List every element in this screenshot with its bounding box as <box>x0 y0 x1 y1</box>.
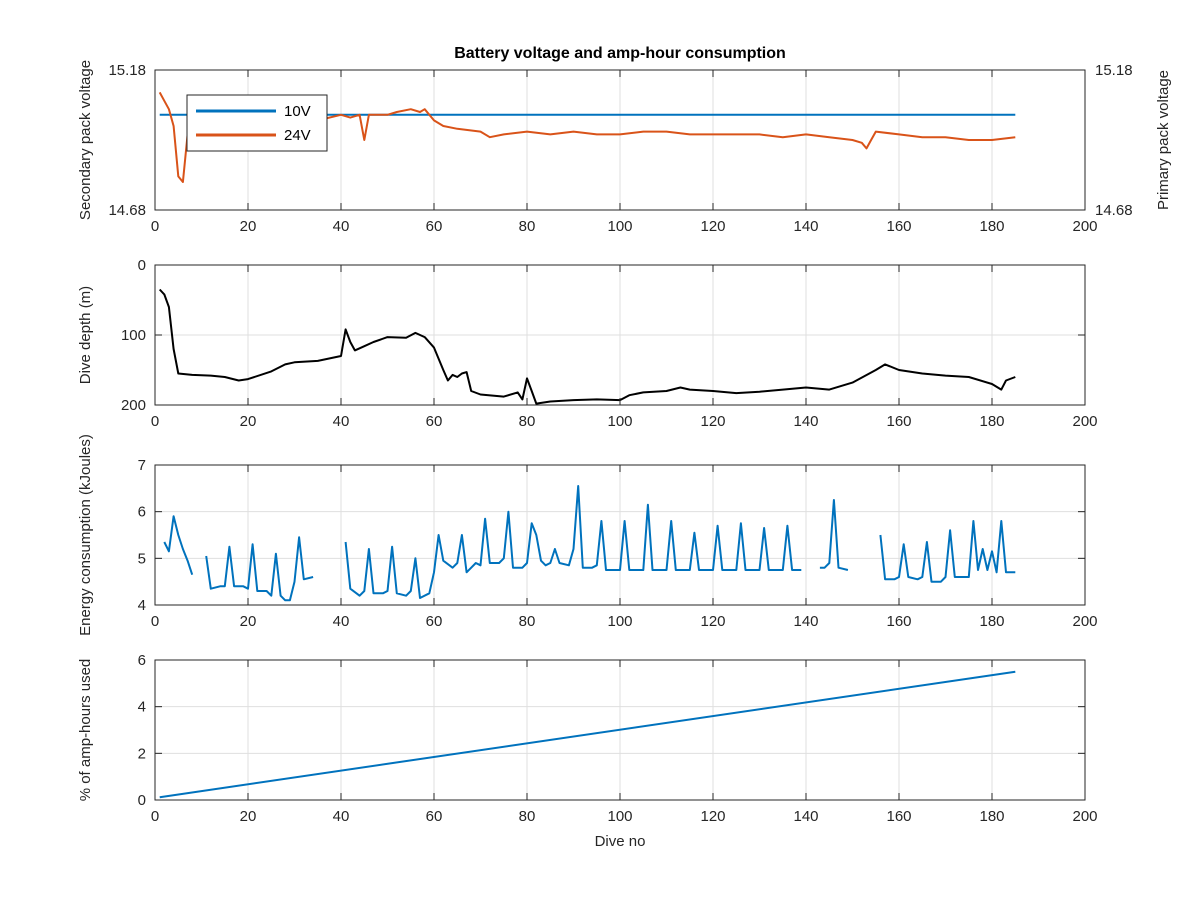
panel-1: 0 20 40 60 80 100 120 140 160 180 20014.6815.1814.… <box>77 45 1172 235</box>
x-tick-label: 180 <box>979 613 1004 630</box>
x-tick-label: 200 <box>1072 413 1097 430</box>
x-tick-label: 200 <box>1072 613 1097 630</box>
x-tick-label: 20 <box>240 808 257 825</box>
x-tick-label: 120 <box>700 808 725 825</box>
y-right-tick-label: 15.18 <box>1095 62 1133 79</box>
x-tick-label: 100 <box>607 218 632 235</box>
x-tick-label: 160 <box>886 613 911 630</box>
panel-2: 0 20 40 60 80 100 120 140 160 180 200 0 100 200 Dive d… <box>77 257 1098 430</box>
x-tick-label: 80 <box>519 808 536 825</box>
x-tick-label: 20 <box>240 218 257 235</box>
y-tick-label: 14.68 <box>108 202 146 219</box>
x-tick-label: 120 <box>700 413 725 430</box>
x-tick-label: 140 <box>793 413 818 430</box>
y-tick-label: 100 <box>121 327 146 344</box>
x-tick-label: 60 <box>426 413 443 430</box>
chart-title: Battery voltage and amp-hour consumption <box>454 45 786 62</box>
y-tick-label: 5 <box>138 550 146 567</box>
x-tick-label: 0 <box>151 613 159 630</box>
x-tick-label: 40 <box>333 218 350 235</box>
series-line-series-1-seg-1 <box>163 515 194 576</box>
x-tick-label: 80 <box>519 613 536 630</box>
x-tick-label: 120 <box>700 218 725 235</box>
x-tick-label: 140 <box>793 808 818 825</box>
y-axis-label: % of amp-hours used <box>77 659 94 802</box>
y-tick-label: 200 <box>121 397 146 414</box>
y-axis-label: Energy consumption (kJoules) <box>77 434 94 636</box>
x-tick-label: 200 <box>1072 808 1097 825</box>
y-tick-label: 2 <box>138 745 146 762</box>
x-tick-label: 0 <box>151 218 159 235</box>
y-tick-label: 4 <box>138 699 146 716</box>
y-tick-label: 0 <box>138 257 146 274</box>
series-line-series-1 <box>158 288 1016 405</box>
panel-3: 0 20 40 60 80 100 120 140 160 180 200 4 5 6 7 Energy co… <box>77 434 1098 636</box>
y-axis-label-right: Primary pack voltage <box>1155 70 1172 210</box>
x-axis-label: Dive no <box>595 833 646 850</box>
x-tick-label: 40 <box>333 613 350 630</box>
x-tick-label: 20 <box>240 613 257 630</box>
series-line-series-1-seg-3 <box>344 485 802 599</box>
x-tick-label: 200 <box>1072 218 1097 235</box>
x-tick-label: 0 <box>151 808 159 825</box>
x-tick-label: 180 <box>979 218 1004 235</box>
x-tick-label: 180 <box>979 413 1004 430</box>
y-axis-label: Dive depth (m) <box>77 286 94 384</box>
y-tick-label: 6 <box>138 504 146 521</box>
x-tick-label: 140 <box>793 613 818 630</box>
x-tick-label: 0 <box>151 413 159 430</box>
x-tick-label: 40 <box>333 808 350 825</box>
y-tick-label: 0 <box>138 792 146 809</box>
x-tick-label: 180 <box>979 808 1004 825</box>
y-tick-label: 6 <box>138 652 146 669</box>
x-tick-label: 60 <box>426 808 443 825</box>
series-line-series-1-seg-2 <box>205 536 314 602</box>
legend-label-10V: 10V <box>284 103 311 120</box>
x-tick-label: 60 <box>426 613 443 630</box>
x-tick-label: 40 <box>333 413 350 430</box>
y-tick-label: 4 <box>138 597 146 614</box>
series-line-series-1 <box>159 670 1016 799</box>
x-tick-label: 80 <box>519 218 536 235</box>
legend-label-24V: 24V <box>284 127 311 144</box>
y-axis-label: Secondary pack voltage <box>77 60 94 220</box>
x-tick-label: 100 <box>607 413 632 430</box>
x-tick-label: 100 <box>607 613 632 630</box>
x-tick-label: 20 <box>240 413 257 430</box>
panel-4: 0 20 40 60 80 100 120 140 160 180 200 0 2 4 6 % of amp-… <box>77 652 1098 850</box>
chart-panels: 0 20 40 60 80 100 120 140 160 180 20014.6815.1814.… <box>77 45 1172 850</box>
series-line-series-1-seg-5 <box>879 520 1016 583</box>
legend-box <box>186 94 328 152</box>
x-tick-label: 160 <box>886 218 911 235</box>
x-tick-label: 80 <box>519 413 536 430</box>
x-tick-label: 60 <box>426 218 443 235</box>
y-tick-label: 7 <box>138 457 146 474</box>
series-line-series-1-seg-4 <box>819 499 849 571</box>
x-tick-label: 140 <box>793 218 818 235</box>
y-right-tick-label: 14.68 <box>1095 202 1133 219</box>
x-tick-label: 100 <box>607 808 632 825</box>
y-tick-label: 15.18 <box>108 62 146 79</box>
x-tick-label: 160 <box>886 808 911 825</box>
x-tick-label: 120 <box>700 613 725 630</box>
x-tick-label: 160 <box>886 413 911 430</box>
